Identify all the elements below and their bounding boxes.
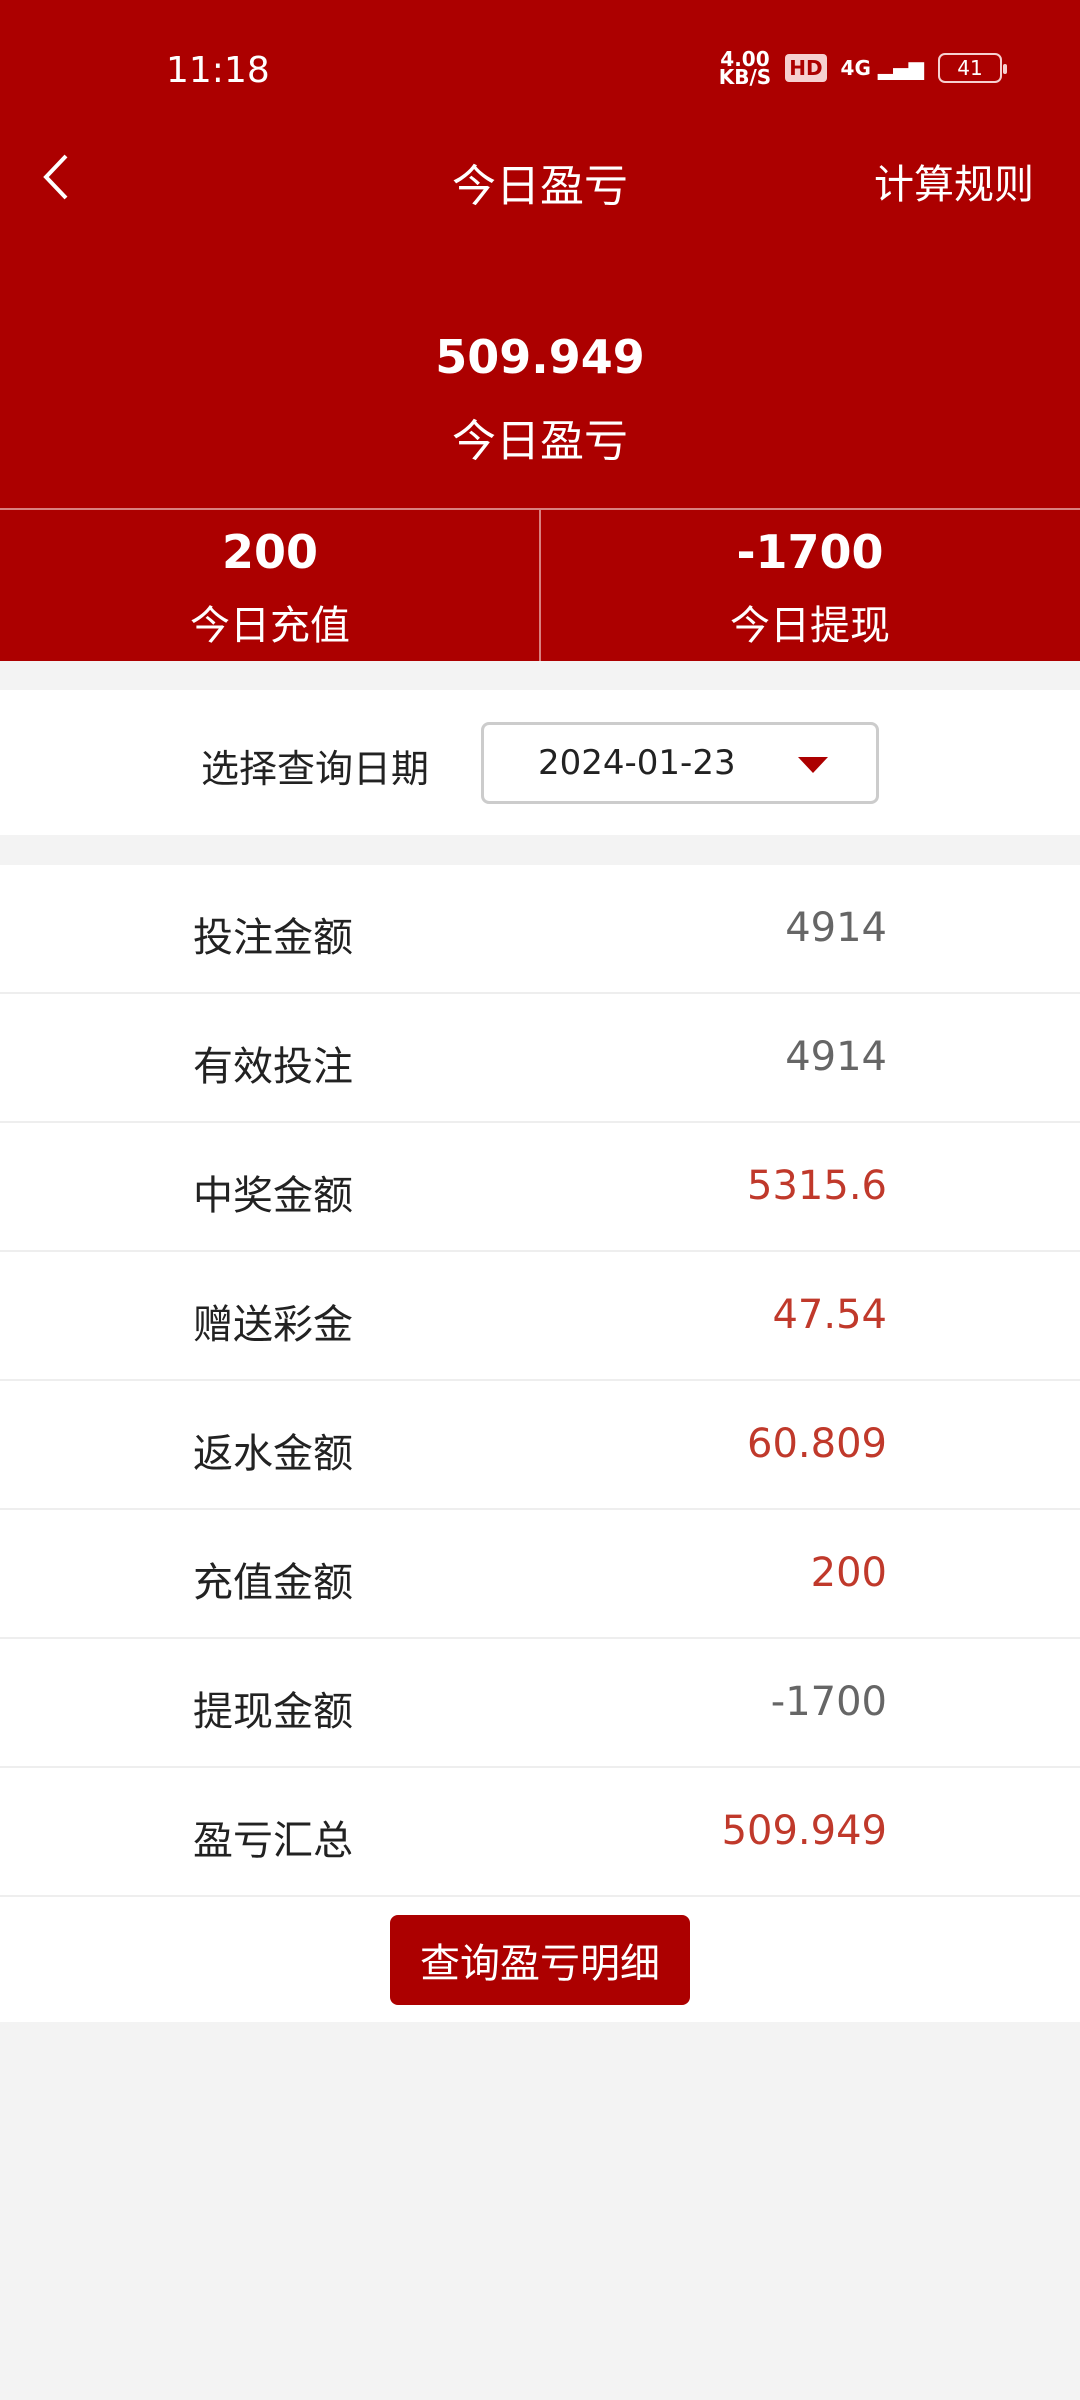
date-value: 2024-01-23 [538,743,736,783]
item-label: 盈亏汇总 [193,1818,353,1864]
item-value: 4914 [785,1034,887,1080]
item-value: 47.54 [772,1292,887,1338]
stat-withdraw: -1700 今日提现 [730,525,890,649]
item-label: 有效投注 [193,1044,353,1090]
profit-value: 509.949 [435,330,645,384]
item-label: 投注金额 [193,915,353,961]
back-icon[interactable] [38,152,78,202]
query-detail-button[interactable]: 查询盈亏明细 [390,1915,690,2005]
item-label: 赠送彩金 [193,1302,353,1348]
divider [539,510,541,661]
item-value: 509.949 [721,1808,887,1854]
header: 11:18 4.00 KB/S HD 4G ▂▄▆ 41 今日盈亏 计算规则 50… [0,0,1080,661]
item-value: 4914 [785,905,887,951]
item-label: 中奖金额 [193,1173,353,1219]
summary-list: 投注金额 4914 有效投注 4914 中奖金额 5315.6 赠送彩金 47.54 返水金额 6… [0,865,1080,1897]
list-item: 有效投注 4914 [0,994,1080,1123]
caret-down-icon [798,757,828,773]
list-item: 充值金额 200 [0,1510,1080,1639]
rules-link[interactable]: 计算规则 [874,162,1034,208]
item-label: 提现金额 [193,1689,353,1735]
list-item: 盈亏汇总 509.949 [0,1768,1080,1897]
list-item: 提现金额 -1700 [0,1639,1080,1768]
item-value: -1700 [770,1679,887,1725]
button-section: 查询盈亏明细 [0,1897,1080,2022]
item-value: 5315.6 [747,1163,887,1209]
item-value: 200 [810,1550,887,1596]
list-item: 赠送彩金 47.54 [0,1252,1080,1381]
page-title: 今日盈亏 [452,161,628,212]
date-select[interactable]: 2024-01-23 [481,722,879,804]
stat-recharge: 200 今日充值 [190,525,350,649]
profit-label: 今日盈亏 [452,416,628,467]
date-label: 选择查询日期 [201,747,430,791]
net-speed: 4.00 KB/S [718,47,772,89]
item-label: 充值金额 [193,1560,353,1606]
list-item: 返水金额 60.809 [0,1381,1080,1510]
item-label: 返水金额 [193,1431,353,1477]
list-item: 投注金额 4914 [0,865,1080,994]
signal-icon: 4G ▂▄▆ [840,56,924,80]
date-section: 选择查询日期 2024-01-23 [0,690,1080,835]
hd-icon: HD [785,54,827,82]
divider [0,508,1080,510]
status-time: 11:18 [166,50,270,91]
item-value: 60.809 [747,1421,887,1467]
list-item: 中奖金额 5315.6 [0,1123,1080,1252]
status-icons: 4.00 KB/S HD 4G ▂▄▆ 41 [718,47,1007,89]
battery-icon: 41 [938,53,1007,83]
